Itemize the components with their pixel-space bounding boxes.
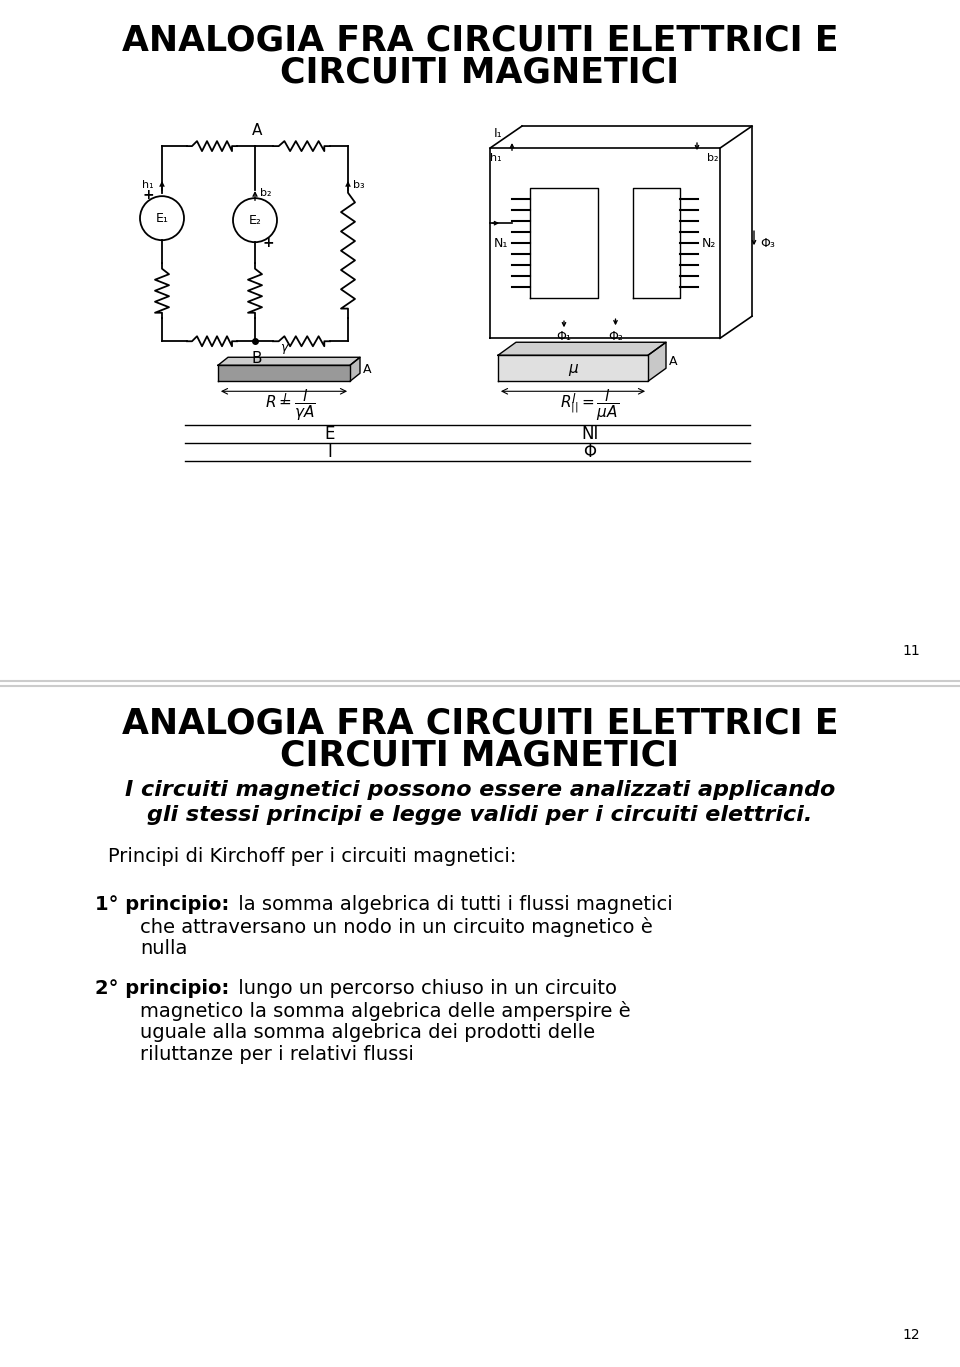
Text: A: A [252,123,262,138]
Text: Φ₂: Φ₂ [608,331,623,343]
Text: h₁: h₁ [142,180,154,190]
Text: Φ₁: Φ₁ [557,331,571,343]
Text: riluttanze per i relativi flussi: riluttanze per i relativi flussi [140,1044,414,1064]
Polygon shape [530,189,598,298]
Text: ANALOGIA FRA CIRCUITI ELETTRICI E: ANALOGIA FRA CIRCUITI ELETTRICI E [122,707,838,741]
Text: 1° principio:: 1° principio: [95,894,229,913]
Text: NI: NI [582,425,599,443]
Text: Principi di Kirchoff per i circuiti magnetici:: Principi di Kirchoff per i circuiti magn… [108,846,516,865]
Text: Φ: Φ [584,443,596,461]
Text: μ: μ [568,361,578,376]
Text: uguale alla somma algebrica dei prodotti delle: uguale alla somma algebrica dei prodotti… [140,1023,595,1042]
Text: h₁: h₁ [491,153,502,163]
Text: l: l [571,394,575,406]
Polygon shape [648,342,666,381]
Text: gli stessi principi e legge validi per i circuiti elettrici.: gli stessi principi e legge validi per i… [147,805,813,824]
Text: l: l [282,394,286,406]
Text: che attraversano un nodo in un circuito magnetico è: che attraversano un nodo in un circuito … [140,917,653,936]
Polygon shape [218,365,350,381]
Text: magnetico la somma algebrica delle amperspire è: magnetico la somma algebrica delle amper… [140,1001,631,1021]
Text: I: I [327,443,332,461]
Text: N₂: N₂ [702,236,716,250]
Polygon shape [218,357,360,365]
Text: A: A [669,355,678,368]
Text: +: + [263,236,275,250]
Text: 12: 12 [902,1327,920,1342]
Polygon shape [498,342,666,355]
Text: CIRCUITI MAGNETICI: CIRCUITI MAGNETICI [280,55,680,89]
Text: A: A [363,362,372,376]
Text: $R = \dfrac{l}{\gamma A}$: $R = \dfrac{l}{\gamma A}$ [265,387,316,424]
Text: I circuiti magnetici possono essere analizzati applicando: I circuiti magnetici possono essere anal… [125,779,835,800]
Text: lungo un percorso chiuso in un circuito: lungo un percorso chiuso in un circuito [232,979,617,998]
Text: CIRCUITI MAGNETICI: CIRCUITI MAGNETICI [280,738,680,772]
Text: +: + [142,189,154,202]
Text: N₁: N₁ [493,236,508,250]
Text: $R_{||} = \dfrac{l}{\mu A}$: $R_{||} = \dfrac{l}{\mu A}$ [561,387,619,424]
Text: E₂: E₂ [249,213,261,227]
Text: nulla: nulla [140,939,187,958]
Text: E₁: E₁ [156,212,168,224]
Text: b₂: b₂ [707,153,718,163]
Text: Φ₃: Φ₃ [760,236,775,250]
Text: 11: 11 [902,644,920,659]
Polygon shape [498,355,648,381]
Text: E: E [324,425,335,443]
Text: B: B [252,351,262,366]
Text: 2° principio:: 2° principio: [95,979,229,998]
Text: la somma algebrica di tutti i flussi magnetici: la somma algebrica di tutti i flussi mag… [232,894,673,913]
Text: I₁: I₁ [493,127,502,139]
Text: γ: γ [280,342,288,354]
Polygon shape [633,189,680,298]
Text: b₃: b₃ [353,180,365,190]
Polygon shape [350,357,360,381]
Text: ANALOGIA FRA CIRCUITI ELETTRICI E: ANALOGIA FRA CIRCUITI ELETTRICI E [122,23,838,57]
Text: b₂: b₂ [260,189,272,198]
